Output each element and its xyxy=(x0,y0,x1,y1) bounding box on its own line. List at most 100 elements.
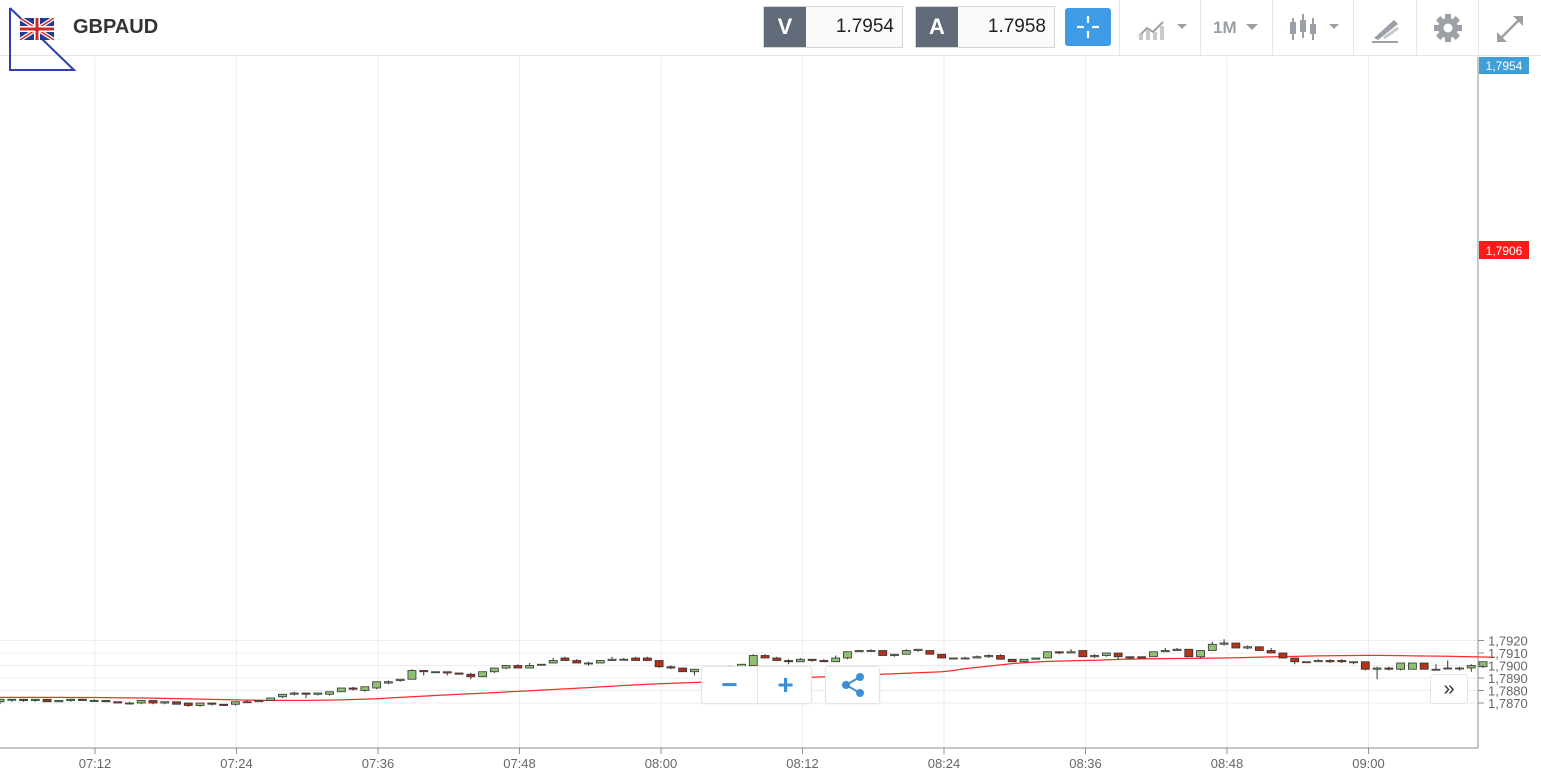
uk-flag-icon xyxy=(20,18,54,40)
candle-body xyxy=(925,650,935,655)
y-tick-label: 1,7910 xyxy=(1488,646,1528,661)
candle-body xyxy=(690,668,699,673)
candle-body xyxy=(1455,667,1464,670)
candle-body xyxy=(595,660,605,664)
x-tick-label: 08:12 xyxy=(786,756,819,771)
candle-body xyxy=(1149,651,1158,658)
candle-body xyxy=(348,687,358,690)
drawing-tool-button[interactable] xyxy=(1368,8,1404,48)
candle-body xyxy=(266,697,276,701)
zoom-in-button[interactable]: + xyxy=(777,669,794,700)
candle-body xyxy=(19,698,28,701)
x-tick-label: 07:12 xyxy=(79,756,112,771)
candle-body xyxy=(1101,652,1111,656)
candle-body xyxy=(278,693,287,698)
bid-label: V xyxy=(764,7,806,47)
candle-body xyxy=(1396,662,1406,670)
timeframe-button[interactable]: 1M xyxy=(1213,8,1263,48)
current-price-marker: 1,7954 xyxy=(1479,57,1529,74)
toolbar-divider xyxy=(1272,0,1273,56)
timeframe-label: 1M xyxy=(1213,18,1237,37)
candlestick-button[interactable] xyxy=(1287,8,1347,48)
toolbar-divider xyxy=(1200,0,1201,56)
candle-body xyxy=(77,698,87,701)
candle-body xyxy=(1054,651,1064,654)
crosshair-icon xyxy=(1077,16,1099,38)
candle-body xyxy=(1290,657,1300,663)
candle-body xyxy=(607,658,617,661)
candle-body xyxy=(1313,660,1323,663)
scroll-to-end-button[interactable]: » xyxy=(1430,674,1468,704)
candle-body xyxy=(183,702,193,706)
candle-body xyxy=(101,700,111,703)
candle-body xyxy=(760,655,770,659)
candle-body xyxy=(1137,656,1147,659)
candle-body xyxy=(160,701,170,704)
candle-body xyxy=(772,657,782,661)
candle-body xyxy=(395,678,405,681)
x-tick-label: 07:24 xyxy=(220,756,253,771)
top-toolbar: GBPAUD V 1.7954 A 1.7958 1M xyxy=(0,0,1541,71)
candle-body xyxy=(984,655,994,658)
candle-body xyxy=(125,702,134,705)
share-button[interactable] xyxy=(825,666,880,704)
candle-body xyxy=(466,673,476,678)
crosshair-button[interactable] xyxy=(1065,8,1111,46)
bid-value: 1.7954 xyxy=(835,16,894,37)
candle-body xyxy=(1243,646,1253,649)
candle-body xyxy=(948,657,958,660)
candle-body xyxy=(289,692,299,695)
candle-body xyxy=(172,701,181,705)
candle-body xyxy=(407,670,417,680)
toolbar-divider xyxy=(1353,0,1354,56)
candle-body xyxy=(1478,661,1488,668)
candlestick-icon xyxy=(1290,14,1339,40)
bid-box[interactable]: V 1.7954 xyxy=(763,6,903,48)
candle-body xyxy=(890,653,899,656)
candle-body xyxy=(572,660,582,664)
candle-body xyxy=(360,686,370,691)
candle-body xyxy=(7,698,17,701)
candle-body xyxy=(1360,661,1370,670)
candle-body xyxy=(1184,648,1194,658)
candle-body xyxy=(913,648,923,651)
candle-body xyxy=(30,698,40,701)
x-tick-label: 08:36 xyxy=(1069,756,1102,771)
candle-body xyxy=(1207,643,1217,651)
candle-body xyxy=(1372,667,1382,670)
candle-body xyxy=(1325,660,1335,663)
x-tick-label: 08:48 xyxy=(1211,756,1244,771)
zoom-out-button[interactable]: − xyxy=(721,669,738,700)
ask-value: 1.7958 xyxy=(987,16,1046,37)
candle-body xyxy=(0,698,5,703)
candle-body xyxy=(89,700,99,702)
candle-body xyxy=(242,701,252,704)
candle-body xyxy=(866,650,876,652)
candle-body xyxy=(1302,661,1311,664)
candle-body xyxy=(431,671,440,674)
share-icon xyxy=(842,673,864,697)
candle-body xyxy=(1466,665,1476,669)
ask-box[interactable]: A 1.7958 xyxy=(915,6,1055,48)
candle-body xyxy=(1172,648,1182,651)
candle-body xyxy=(1007,658,1017,663)
candle-body xyxy=(207,702,217,705)
fast-forward-icon: » xyxy=(1443,678,1455,700)
expand-button[interactable] xyxy=(1493,8,1529,48)
candle-body xyxy=(666,666,676,669)
chart-type-button[interactable] xyxy=(1135,8,1195,48)
chevron-down-icon xyxy=(1246,24,1258,30)
candle-body xyxy=(548,660,558,664)
candle-body xyxy=(419,670,429,673)
candle-body xyxy=(560,657,570,661)
candle-body xyxy=(1219,642,1229,645)
candle-body xyxy=(489,667,499,673)
candle-body xyxy=(136,700,146,704)
candle-body xyxy=(631,657,640,661)
ma-value-label: 1,7906 xyxy=(1486,244,1523,258)
toolbar-divider xyxy=(1119,0,1120,56)
candle-body xyxy=(336,687,346,693)
candle-body xyxy=(478,671,487,678)
settings-button[interactable] xyxy=(1431,8,1467,48)
